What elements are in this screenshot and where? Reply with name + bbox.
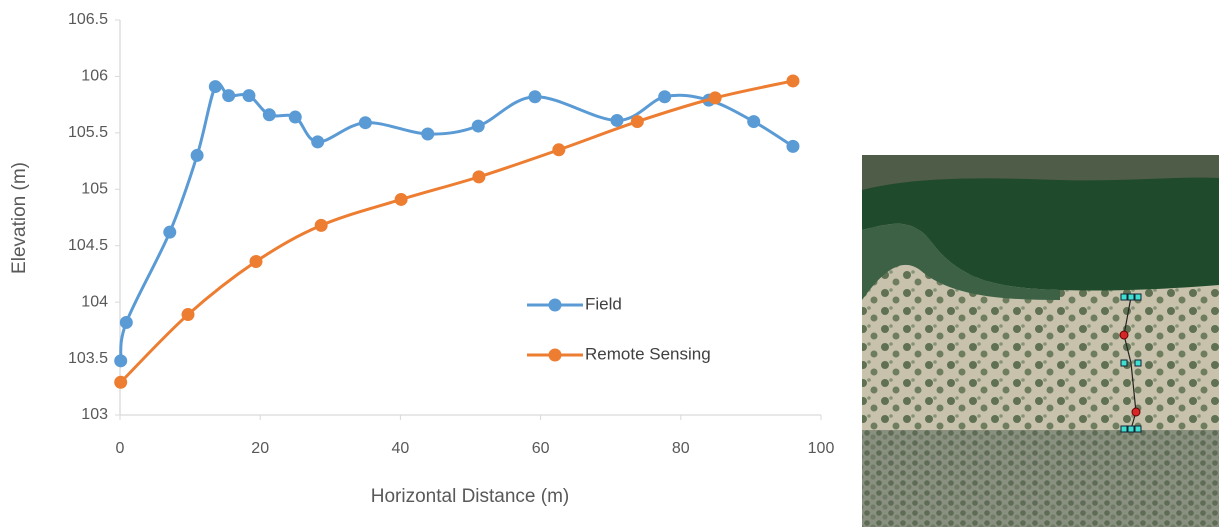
data-point: [191, 149, 204, 162]
data-point: [311, 135, 324, 148]
data-point: [786, 74, 799, 87]
x-tick-label: 0: [116, 440, 125, 457]
data-point: [528, 90, 541, 103]
y-tick-label: 104.5: [68, 237, 108, 254]
y-tick-label: 106.5: [68, 11, 108, 28]
data-point: [631, 115, 644, 128]
legend-marker: [549, 299, 562, 312]
data-point: [263, 108, 276, 121]
data-point: [658, 90, 671, 103]
x-tick-label: 60: [532, 440, 550, 457]
legend-marker: [549, 349, 562, 362]
y-axis-title: Elevation (m): [9, 162, 30, 274]
legend-label: Field: [585, 294, 622, 313]
data-point: [421, 127, 434, 140]
data-point: [163, 226, 176, 239]
x-tick-label: 40: [392, 440, 410, 457]
transect-point: [1132, 408, 1140, 416]
y-tick-label: 105: [81, 181, 108, 198]
image-vegetation: [862, 430, 1219, 527]
data-point: [120, 316, 133, 329]
data-point: [395, 193, 408, 206]
data-point: [747, 115, 760, 128]
data-point: [114, 376, 127, 389]
chart: Horizontal Distance (m) Elevation (m) 10…: [9, 11, 834, 507]
data-point: [209, 80, 222, 93]
data-point: [786, 140, 799, 153]
transect-point: [1120, 331, 1128, 339]
data-point: [611, 114, 624, 127]
data-point: [114, 354, 127, 367]
data-point: [315, 219, 328, 232]
data-point: [289, 111, 302, 124]
data-point: [472, 170, 485, 183]
aerial-image: [862, 155, 1219, 527]
y-tick-label: 103.5: [68, 350, 108, 367]
y-tick-label: 104: [81, 293, 108, 310]
y-tick-label: 105.5: [68, 124, 108, 141]
page: Horizontal Distance (m) Elevation (m) 10…: [0, 0, 1219, 527]
data-point: [709, 91, 722, 104]
y-tick-label: 106: [81, 68, 108, 85]
data-point: [359, 116, 372, 129]
series-line: [121, 81, 793, 382]
series-line: [121, 84, 793, 361]
x-tick-label: 20: [251, 440, 269, 457]
data-point: [249, 255, 262, 268]
data-point: [181, 308, 194, 321]
y-tick-label: 103: [81, 406, 108, 423]
legend-label: Remote Sensing: [585, 344, 711, 363]
data-point: [222, 89, 235, 102]
data-point: [472, 120, 485, 133]
x-tick-label: 100: [808, 440, 835, 457]
x-tick-label: 80: [672, 440, 690, 457]
x-axis-title: Horizontal Distance (m): [371, 486, 570, 507]
data-point: [242, 89, 255, 102]
data-point: [552, 143, 565, 156]
